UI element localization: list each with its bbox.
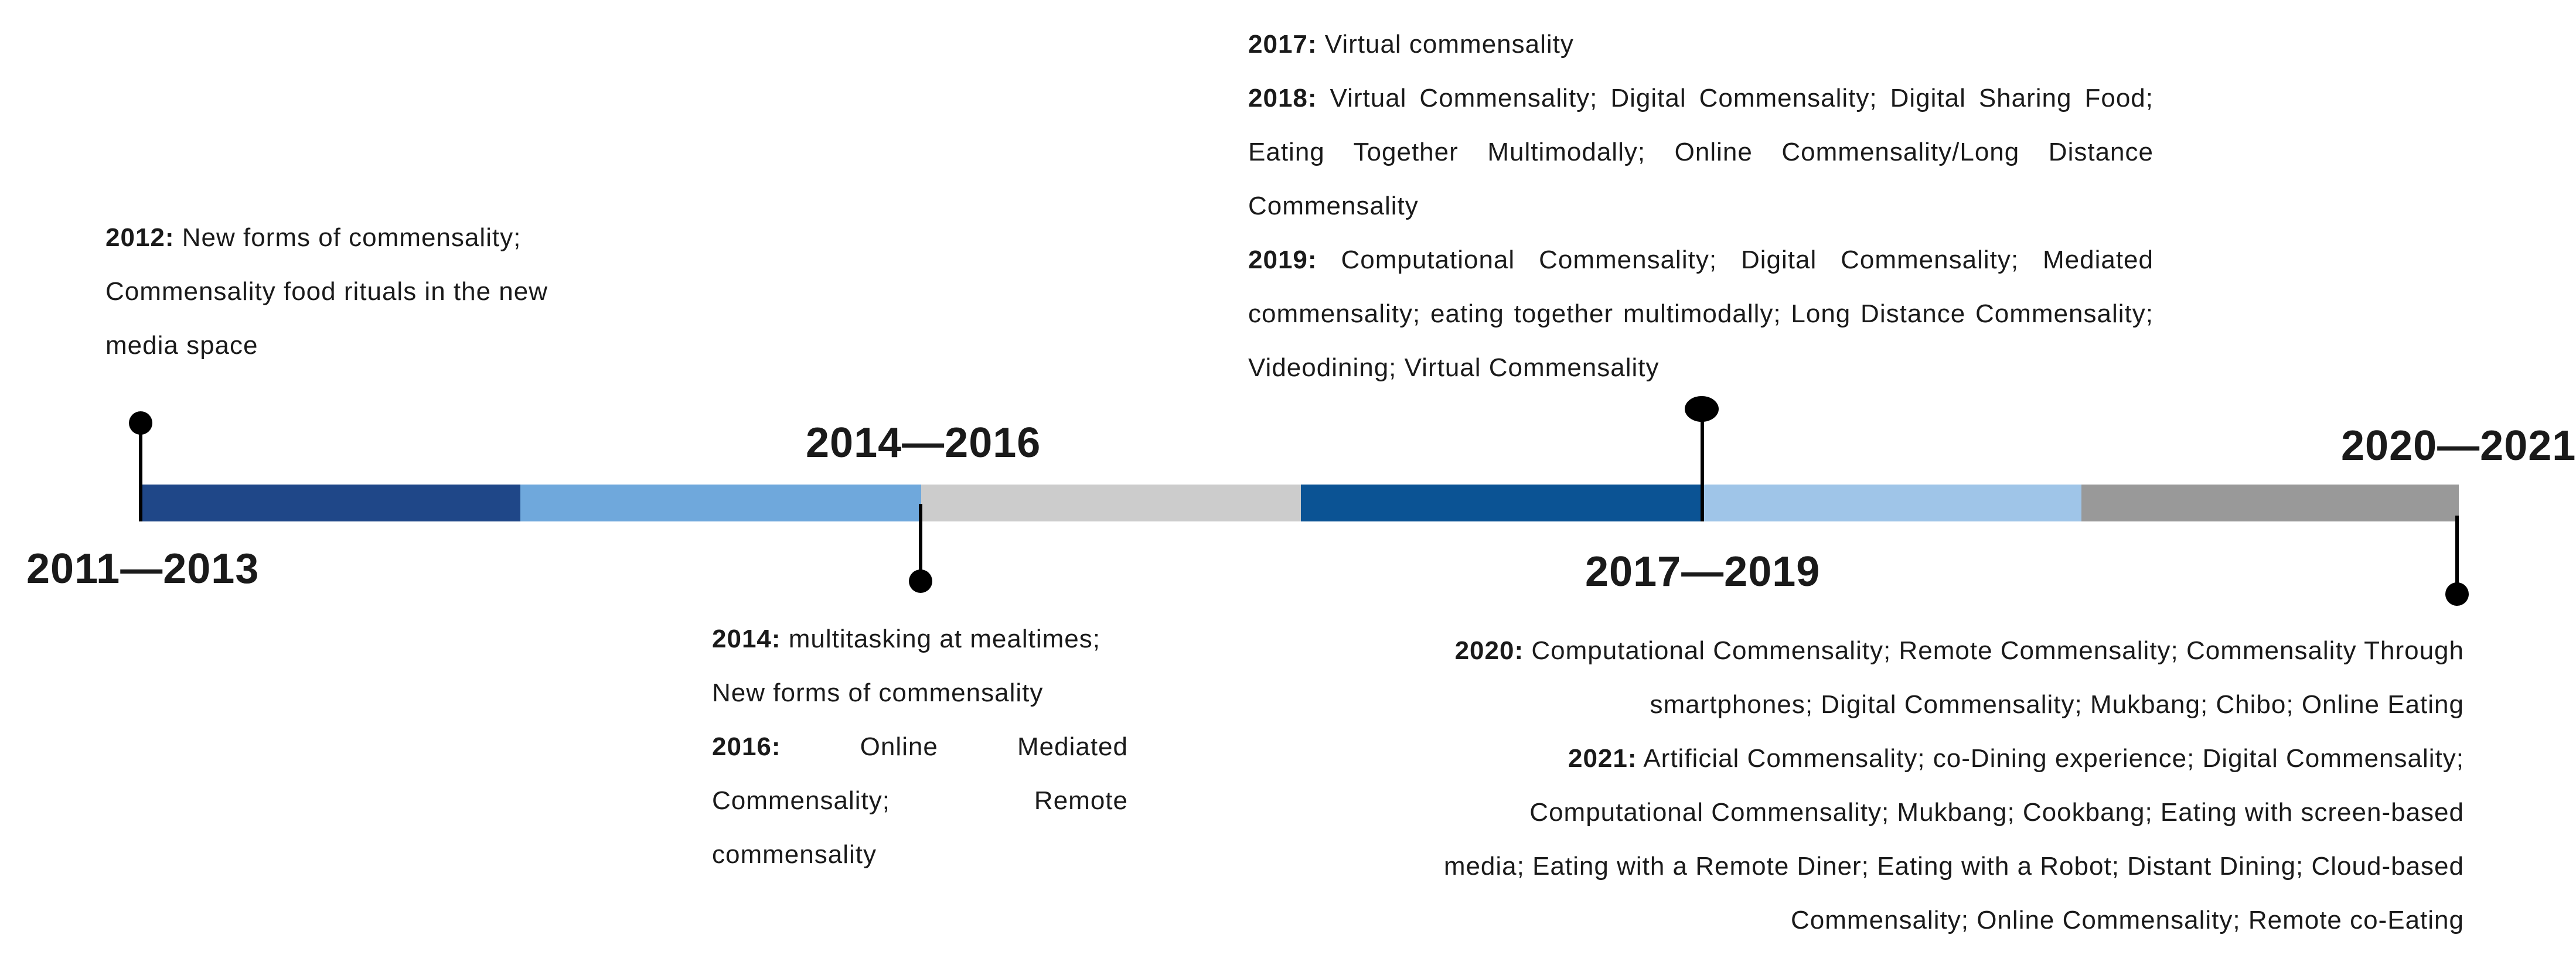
connector-2011-stem xyxy=(139,422,142,521)
note-block-2014-2016: 2014: multitasking at mealtimes; New for… xyxy=(712,612,1128,882)
timeline-segment-6 xyxy=(2081,485,2459,521)
timeline-segment-2 xyxy=(520,485,921,521)
note-2021: 2021: Artificial Commensality; co-Dining… xyxy=(1442,732,2464,947)
note-year-2020: 2020: xyxy=(1454,636,1524,665)
connector-2011-dot xyxy=(129,411,152,435)
note-year-2018: 2018: xyxy=(1248,84,1317,112)
note-text-2016: Online Mediated Commensality; Remote com… xyxy=(712,732,1128,869)
note-text-2019: Computational Commensality; Digital Comm… xyxy=(1248,245,2154,382)
connector-2017-dot xyxy=(1685,396,1719,422)
timeline-segment-4 xyxy=(1301,485,1704,521)
note-2012: 2012: New forms of commensality; Commens… xyxy=(105,211,604,373)
connector-2017-stem xyxy=(1701,410,1704,521)
note-2014: 2014: multitasking at mealtimes; New for… xyxy=(712,612,1128,720)
note-text-2017: Virtual commensality xyxy=(1317,30,1574,59)
period-label-2011-2013: 2011—2013 xyxy=(26,545,260,592)
note-text-2014: multitasking at mealtimes; New forms of … xyxy=(712,625,1100,707)
note-text-2018: Virtual Commensality; Digital Commensali… xyxy=(1248,84,2154,220)
note-year-2017: 2017: xyxy=(1248,30,1317,59)
connector-2020-stem xyxy=(2455,516,2459,598)
note-text-2021: Artificial Commensality; co-Dining exper… xyxy=(1443,744,2464,934)
note-2018: 2018: Virtual Commensality; Digital Comm… xyxy=(1248,71,2154,233)
note-block-2012: 2012: New forms of commensality; Commens… xyxy=(105,211,604,373)
connector-2014-stem xyxy=(919,504,922,580)
connector-2020-dot xyxy=(2445,582,2469,606)
timeline-segment-5 xyxy=(1704,485,2081,521)
note-2016: 2016: Online Mediated Commensality; Remo… xyxy=(712,720,1128,882)
timeline-segment-1 xyxy=(141,485,520,521)
note-text-2012: New forms of commensality; Commensality … xyxy=(105,223,548,360)
note-year-2012: 2012: xyxy=(105,223,175,252)
period-label-2017-2019: 2017—2019 xyxy=(1585,548,1821,595)
note-text-2020: Computational Commensality; Remote Comme… xyxy=(1524,636,2464,719)
connector-2014-dot xyxy=(909,569,932,593)
note-block-2020-2021: 2020: Computational Commensality; Remote… xyxy=(1442,624,2464,947)
note-block-2017-2019: 2017: Virtual commensality 2018: Virtual… xyxy=(1248,18,2154,395)
note-2017: 2017: Virtual commensality xyxy=(1248,18,2154,71)
note-year-2019: 2019: xyxy=(1248,245,1317,274)
timeline-segment-3 xyxy=(921,485,1301,521)
note-year-2021: 2021: xyxy=(1568,744,1637,773)
period-label-2014-2016: 2014—2016 xyxy=(806,419,1041,466)
note-2020: 2020: Computational Commensality; Remote… xyxy=(1442,624,2464,732)
note-year-2014: 2014: xyxy=(712,625,781,653)
period-label-2020-2021: 2020—2021 xyxy=(2341,422,2576,469)
note-2019: 2019: Computational Commensality; Digita… xyxy=(1248,233,2154,395)
note-year-2016: 2016: xyxy=(712,732,781,761)
